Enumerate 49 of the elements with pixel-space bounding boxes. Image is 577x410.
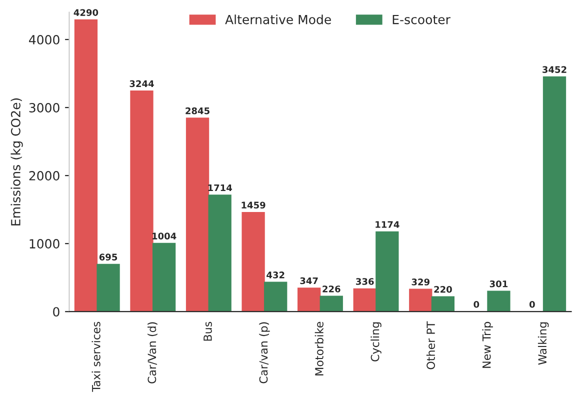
bar	[353, 288, 376, 312]
data-label: 347	[300, 277, 318, 284]
x-tick-label: Walking	[538, 322, 549, 365]
x-tick-label: Car/van (p)	[259, 322, 270, 384]
y-axis-title: Emissions (kg CO2e)	[10, 98, 23, 226]
bar	[130, 90, 154, 312]
bar	[242, 212, 265, 312]
x-tick-label: Taxi services	[92, 322, 100, 392]
data-label: 3452	[542, 66, 566, 73]
data-label: 226	[322, 286, 340, 292]
data-label: 336	[356, 278, 374, 285]
data-label: 301	[490, 280, 508, 288]
x-tick-label: Cycling	[370, 322, 382, 362]
bar	[152, 242, 176, 312]
x-tick-label: Bus	[204, 322, 212, 341]
data-label: 4290	[74, 9, 98, 16]
bar	[298, 288, 321, 312]
data-label: 220	[434, 286, 452, 293]
data-label: 0	[474, 300, 480, 308]
y-tick-label: 3000	[29, 103, 60, 112]
bar	[487, 290, 510, 312]
data-label: 1459	[242, 202, 266, 209]
bar	[376, 231, 399, 312]
bar	[96, 264, 120, 312]
x-tick-label: Other PT	[426, 321, 436, 370]
data-label: 695	[99, 254, 118, 260]
data-label: 3244	[130, 80, 154, 88]
y-tick-label: 1000	[30, 239, 60, 249]
bar	[208, 194, 232, 312]
bar	[431, 296, 455, 312]
bar	[409, 288, 432, 312]
data-label: 329	[412, 278, 430, 286]
data-label: 1174	[376, 221, 400, 228]
data-label: 2845	[186, 107, 210, 114]
x-tick-label: Car/Van (d)	[148, 322, 158, 384]
bar	[186, 118, 210, 312]
legend-label: Alternative Mode	[225, 14, 331, 24]
x-tick-label: New Trip	[482, 322, 493, 368]
bar	[542, 76, 566, 312]
x-tick-label: Motorbike	[314, 322, 324, 376]
bar	[74, 19, 98, 312]
y-tick-label: 2000	[29, 171, 60, 180]
data-label: 432	[266, 272, 284, 278]
y-tick-label: 0	[53, 307, 60, 317]
legend-label: E-scooter	[392, 14, 450, 24]
y-tick-label: 4000	[29, 34, 60, 44]
bar	[320, 296, 343, 312]
data-label: 0	[529, 300, 535, 308]
bar	[264, 282, 288, 312]
